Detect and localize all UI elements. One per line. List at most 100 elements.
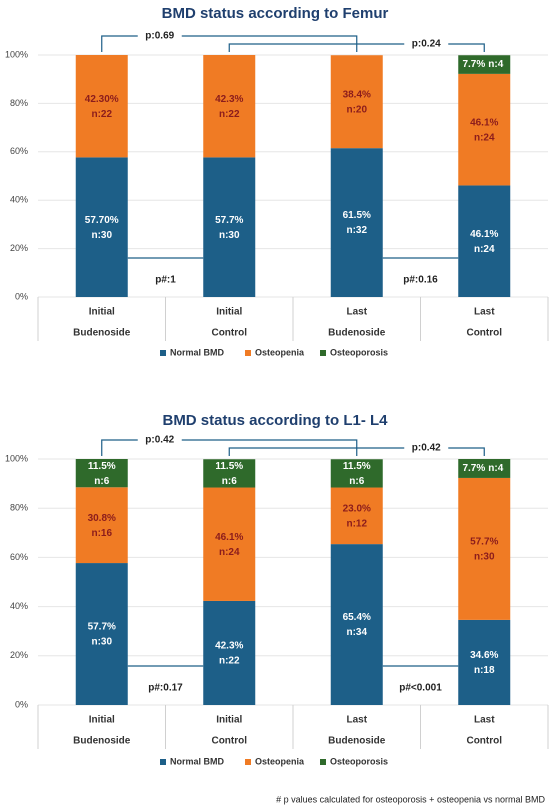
x-tick-label: Control xyxy=(466,328,502,339)
bar-segment xyxy=(458,55,511,74)
y-tick-label: 100% xyxy=(5,49,28,59)
y-tick-label: 60% xyxy=(10,146,28,156)
bar-segment xyxy=(75,55,128,158)
y-tick-label: 40% xyxy=(10,601,28,611)
x-tick-label: Control xyxy=(211,736,247,747)
bar-segment xyxy=(330,544,383,705)
bracket-label-bg xyxy=(404,38,449,50)
count-label: n:6 xyxy=(222,476,237,487)
count-label: n:34 xyxy=(346,627,367,638)
bar-segment xyxy=(75,487,128,564)
legend-swatch xyxy=(320,350,326,356)
bar-segment xyxy=(75,563,128,705)
value-label: 57.7% xyxy=(215,215,243,226)
legend-swatch xyxy=(160,759,166,765)
bar-segment xyxy=(458,477,511,620)
p-value: p#<0.001 xyxy=(399,683,442,694)
legend-swatch xyxy=(245,350,251,356)
value-label: 61.5% xyxy=(343,210,371,221)
value-label: 34.6% xyxy=(470,650,498,661)
legend-label: Osteoporosis xyxy=(330,347,388,357)
x-tick-label: Control xyxy=(466,736,502,747)
count-label: n:30 xyxy=(91,637,112,648)
x-tick-label: Last xyxy=(346,307,367,318)
x-tick-label: Initial xyxy=(216,307,242,318)
footnote: # p values calculated for osteoporosis +… xyxy=(276,794,545,804)
bar-segment xyxy=(203,600,256,705)
bracket xyxy=(228,43,485,52)
value-label: 57.7% xyxy=(470,537,498,548)
y-tick-label: 80% xyxy=(10,98,28,108)
bar-segment xyxy=(203,157,256,297)
value-label: 57.70% xyxy=(85,215,119,226)
count-label: n:16 xyxy=(91,528,112,539)
legend-swatch xyxy=(245,759,251,765)
value-label: 7.7% xyxy=(462,59,485,70)
x-tick-label: Last xyxy=(474,307,495,318)
value-label: 46.1% xyxy=(215,532,243,543)
p-value: p:0.24 xyxy=(412,39,441,50)
chart-title: BMD status according to L1- L4 xyxy=(162,412,388,429)
count-label: n:22 xyxy=(91,109,112,120)
chart-title: BMD status according to Femur xyxy=(162,5,389,22)
p-value: p:0.42 xyxy=(145,435,174,446)
p-value: p#:1 xyxy=(155,275,176,286)
p-value: p:0.42 xyxy=(412,443,441,454)
bar-segment xyxy=(330,459,383,488)
count-label: n:18 xyxy=(474,665,495,676)
p-value: p:0.69 xyxy=(145,31,174,42)
value-label: 57.7% xyxy=(88,622,116,633)
bar-segment xyxy=(458,73,511,186)
value-label: 23.0% xyxy=(343,503,371,514)
value-label: 11.5% xyxy=(215,461,243,472)
count-label: n:22 xyxy=(219,656,240,667)
y-tick-label: 100% xyxy=(5,453,28,463)
bar-segment xyxy=(330,55,383,149)
y-tick-label: 40% xyxy=(10,195,28,205)
legend-swatch xyxy=(320,759,326,765)
x-tick-label: Budenoside xyxy=(73,736,131,747)
legend-label: Osteopenia xyxy=(255,756,305,766)
bracket-label-bg xyxy=(404,442,449,454)
y-tick-label: 80% xyxy=(10,503,28,513)
bar-segment xyxy=(330,487,383,545)
count-label: n:22 xyxy=(219,109,240,120)
legend-label: Osteoporosis xyxy=(330,756,388,766)
count-label: n:24 xyxy=(474,244,495,255)
y-tick-label: 20% xyxy=(10,650,28,660)
legend-label: Normal BMD xyxy=(170,347,225,357)
value-label: 42.3% xyxy=(215,94,243,105)
x-tick-label: Last xyxy=(474,715,495,726)
value-label: 7.7% xyxy=(462,463,485,474)
bracket xyxy=(228,447,485,456)
legend-label: Normal BMD xyxy=(170,756,225,766)
x-tick-label: Budenoside xyxy=(73,328,131,339)
x-tick-label: Budenoside xyxy=(328,328,386,339)
x-tick-label: Control xyxy=(211,328,247,339)
count-label: n:12 xyxy=(346,518,367,529)
legend-label: Osteopenia xyxy=(255,347,305,357)
bar-segment xyxy=(203,459,256,488)
count-label: n:6 xyxy=(94,476,109,487)
x-tick-label: Budenoside xyxy=(328,736,386,747)
legend-swatch xyxy=(160,350,166,356)
count-label: n:24 xyxy=(219,547,240,558)
value-label: 46.1% xyxy=(470,117,498,128)
value-label: 11.5% xyxy=(343,461,371,472)
p-value: p#:0.16 xyxy=(403,275,438,286)
count-label: n:4 xyxy=(488,59,503,70)
x-tick-label: Initial xyxy=(216,715,242,726)
x-tick-label: Initial xyxy=(89,307,115,318)
value-label: 38.4% xyxy=(343,89,371,100)
count-label: n:32 xyxy=(346,225,367,236)
bar-segment xyxy=(203,55,256,158)
p-value: p#:0.17 xyxy=(148,683,183,694)
x-tick-label: Last xyxy=(346,715,367,726)
bracket-label-bg xyxy=(137,434,182,446)
bar-segment xyxy=(203,487,256,601)
bar-segment xyxy=(75,459,128,488)
bar-segment xyxy=(458,619,511,705)
count-label: n:24 xyxy=(474,132,495,143)
value-label: 42.30% xyxy=(85,94,119,105)
